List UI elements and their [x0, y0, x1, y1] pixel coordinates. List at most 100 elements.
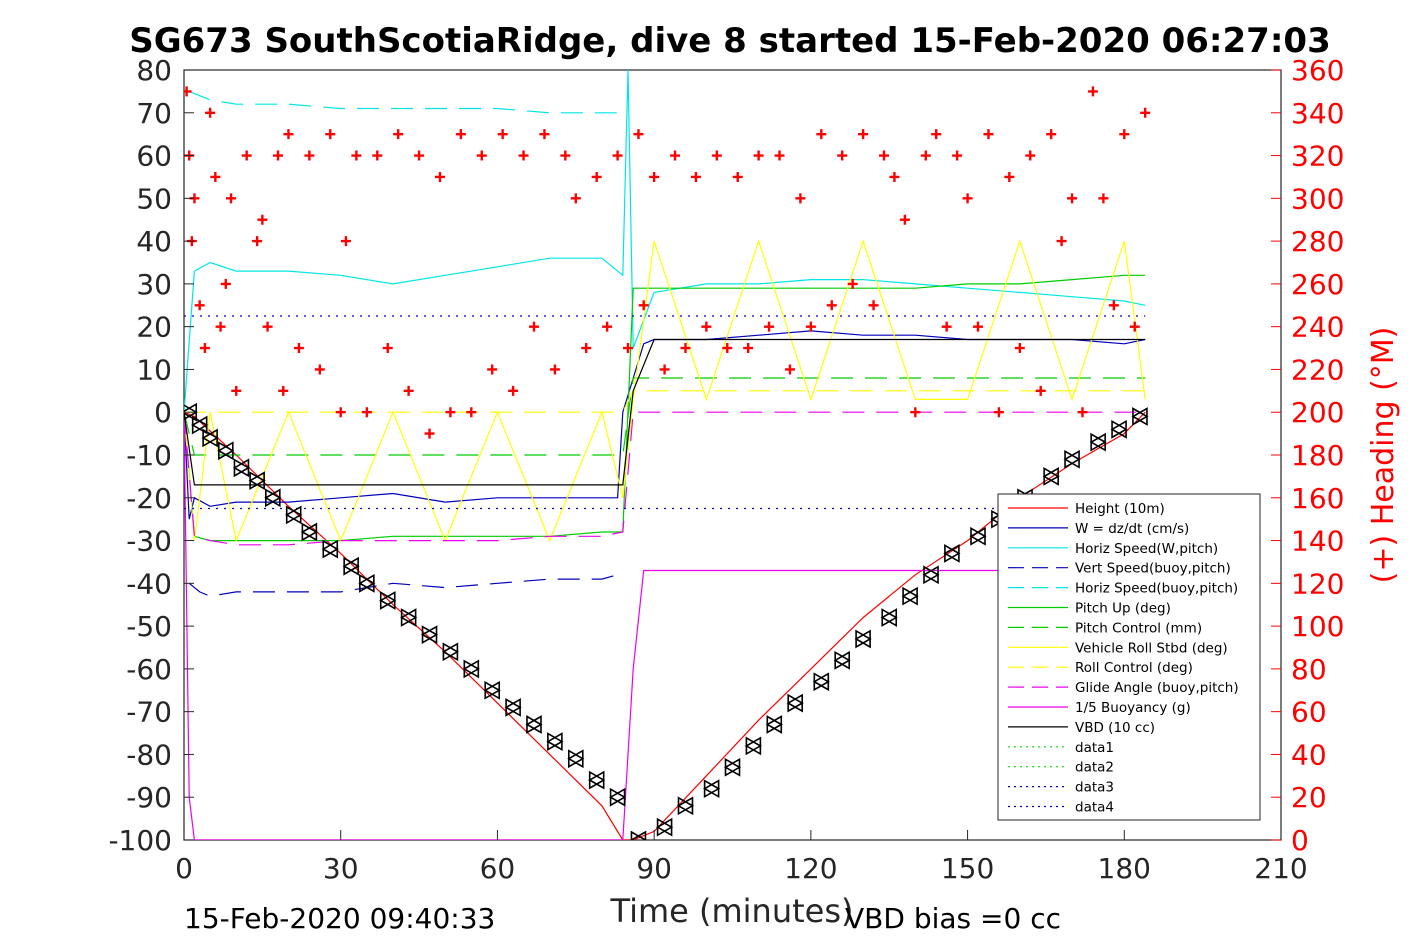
series-line-8: [184, 239, 1146, 543]
legend-label: Height (10m): [1075, 501, 1165, 517]
heading-point: [304, 150, 315, 161]
heading-point: [262, 321, 273, 332]
heading-point: [774, 150, 785, 161]
plot-content: [184, 70, 1151, 840]
heading-point: [1046, 129, 1057, 140]
left-tick-label: -70: [126, 696, 172, 729]
x-tick-label: 210: [1254, 852, 1307, 885]
depth-marker: [1042, 467, 1060, 486]
right-y-axis-label: (+) Heading (°M): [1366, 327, 1401, 584]
heading-point: [205, 107, 216, 118]
x-axis-label: Time (minutes): [610, 892, 854, 930]
heading-point: [293, 343, 304, 354]
left-tick-label: -90: [126, 781, 172, 814]
heading-point: [701, 321, 712, 332]
right-tick-label: 260: [1291, 268, 1344, 301]
heading-point: [273, 150, 284, 161]
heading-point: [445, 407, 456, 418]
heading-point: [722, 343, 733, 354]
heading-point: [1035, 385, 1046, 396]
right-tick-label: 280: [1291, 225, 1344, 258]
heading-point: [518, 150, 529, 161]
left-tick-label: 50: [136, 182, 172, 215]
legend-label: 1/5 Buoyancy (g): [1075, 700, 1191, 716]
depth-marker: [342, 556, 360, 576]
heading-point: [184, 86, 192, 97]
heading-point: [231, 385, 242, 396]
x-tick-label: 30: [323, 852, 359, 885]
legend-label: data1: [1075, 740, 1114, 756]
heading-point: [649, 171, 660, 182]
heading-point: [226, 193, 237, 204]
depth-marker: [608, 787, 627, 807]
right-tick-label: 160: [1291, 482, 1344, 515]
legend-label: data4: [1075, 800, 1114, 816]
legend-label: Vert Speed(buoy,pitch): [1075, 561, 1231, 577]
heading-point: [910, 407, 921, 418]
right-tick-label: 100: [1291, 610, 1344, 643]
heading-point: [1014, 343, 1025, 354]
heading-point: [570, 193, 581, 204]
heading-point: [340, 236, 351, 247]
left-tick-label: 40: [136, 225, 172, 258]
heading-point: [1067, 193, 1078, 204]
heading-point: [424, 428, 435, 439]
heading-point: [1025, 150, 1036, 161]
heading-point: [816, 129, 827, 140]
heading-point: [680, 343, 691, 354]
left-tick-label: 70: [136, 97, 172, 130]
depth-marker: [901, 586, 919, 606]
right-tick-label: 180: [1291, 439, 1344, 472]
heading-point: [826, 300, 837, 311]
legend-label: Pitch Control (mm): [1075, 620, 1202, 636]
left-tick-label: 80: [136, 54, 172, 87]
heading-point: [210, 171, 221, 182]
heading-point: [1056, 236, 1067, 247]
depth-marker: [1063, 449, 1081, 469]
heading-point: [591, 171, 602, 182]
depth-marker: [504, 698, 522, 717]
heading-point: [962, 193, 973, 204]
right-tick-label: 320: [1291, 140, 1344, 173]
heading-point: [403, 385, 414, 396]
depth-marker: [217, 441, 235, 461]
x-tick-label: 60: [480, 852, 516, 885]
heading-point: [528, 321, 539, 332]
heading-point: [795, 193, 806, 204]
heading-point: [638, 300, 649, 311]
depth-marker: [379, 591, 397, 610]
heading-point: [372, 150, 383, 161]
heading-point: [837, 150, 848, 161]
heading-point: [633, 129, 644, 140]
series-line-12: [184, 338, 1146, 486]
heading-point: [1140, 107, 1151, 118]
left-y-axis: 80 70 60 50 40 30 20 10 0 -10 -20 -30 -40 -50 -60 -70 -8…: [108, 54, 194, 857]
heading-point: [952, 150, 963, 161]
heading-point: [602, 321, 613, 332]
heading-point: [220, 278, 231, 289]
heading-point: [241, 150, 252, 161]
depth-marker: [744, 736, 763, 756]
depth-marker: [786, 693, 804, 713]
heading-point: [889, 171, 900, 182]
right-tick-label: 200: [1291, 396, 1344, 429]
depth-marker: [201, 428, 219, 448]
heading-point: [283, 129, 294, 140]
depth-marker: [812, 672, 830, 692]
heading-point: [414, 150, 425, 161]
heading-point: [858, 129, 869, 140]
heading-point: [549, 364, 560, 375]
left-tick-label: -80: [126, 738, 172, 771]
heading-point: [670, 150, 681, 161]
series-line-6: [184, 274, 1146, 542]
depth-marker: [483, 680, 501, 700]
depth-marker: [765, 715, 783, 734]
heading-point: [847, 278, 858, 289]
depth-marker: [588, 770, 606, 790]
depth-marker: [184, 402, 198, 422]
right-tick-label: 340: [1291, 97, 1344, 130]
depth-marker: [655, 817, 674, 837]
left-tick-label: 10: [136, 353, 172, 386]
depth-marker: [943, 544, 961, 563]
heading-point: [1077, 407, 1088, 418]
